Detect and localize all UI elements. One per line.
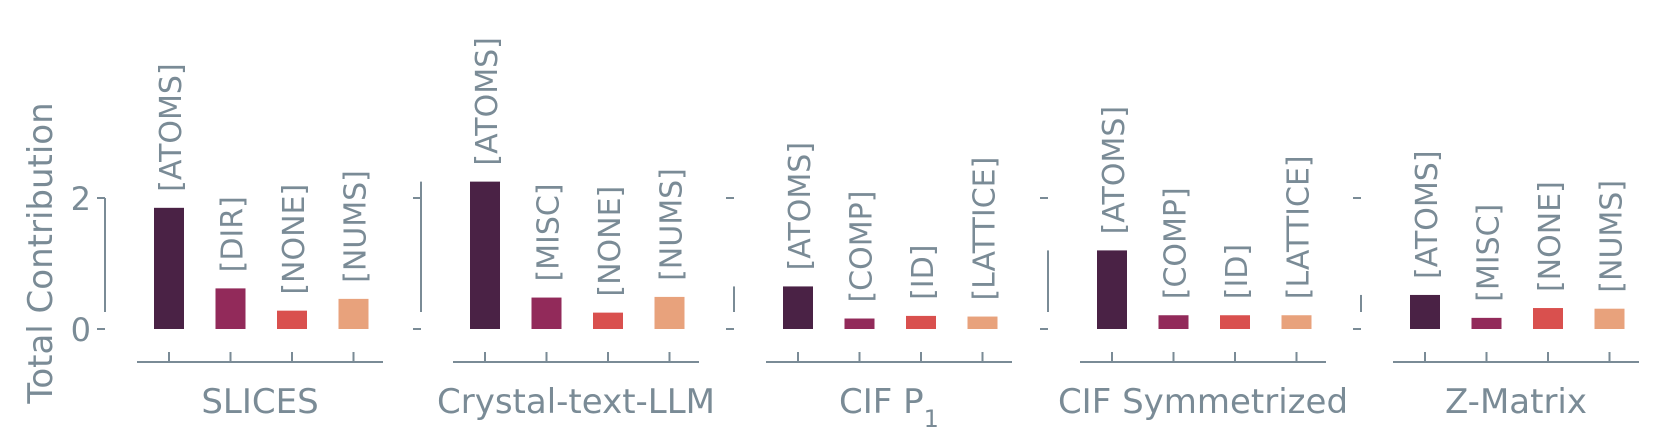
panel-title: CIF Symmetrized (1058, 382, 1348, 422)
bar-label: [NONE] (277, 184, 312, 295)
panel-4: [ATOMS] [MISC] [NONE] [NUMS] Z-Matrix (1353, 150, 1639, 422)
bar (1410, 294, 1440, 329)
bar-label: [NUMS] (1595, 180, 1630, 293)
bar-label: [LATTICE] (1282, 155, 1317, 299)
bar-label: [COMP] (1159, 187, 1194, 299)
panel-title: CIF P1 (839, 382, 939, 433)
bar-label: [ATOMS] (470, 37, 505, 165)
bar-label: [NONE] (1533, 181, 1568, 292)
bar (154, 207, 184, 329)
bar (1281, 315, 1312, 329)
panel-2: [ATOMS] [COMP] [ID] [LATTICE] CIF P1 (726, 142, 1012, 433)
panel-3: [ATOMS] [COMP] [ID] [LATTICE] CIF Symmetrize… (1040, 106, 1348, 422)
panel-title: Z-Matrix (1445, 382, 1587, 422)
bar-label: [MISC] (532, 183, 567, 281)
panel-title: Crystal-text-LLM (437, 382, 715, 422)
bar-label: [NONE] (593, 186, 628, 297)
bar (844, 318, 875, 329)
panel-title: SLICES (201, 382, 318, 422)
bar (654, 296, 685, 329)
bar (470, 181, 500, 329)
bar-label: [ATOMS] (1097, 106, 1132, 234)
bar (531, 297, 562, 329)
panel-0: 0 2 [ATOMS] [DIR] [NONE] [NUMS] SLICES (71, 63, 383, 422)
bar (1594, 308, 1625, 329)
y-axis-label: Total Contribution (21, 102, 61, 404)
bar (277, 310, 307, 329)
bar-label: [DIR] (216, 196, 251, 272)
y-tick-label: 2 (71, 180, 91, 218)
bar-label: [ATOMS] (154, 63, 189, 191)
bar-label: [ATOMS] (1410, 150, 1445, 278)
bar (906, 315, 936, 329)
panel-title-subscript: 1 (924, 405, 939, 433)
bar (1220, 315, 1250, 329)
panel-1: [ATOMS] [MISC] [NONE] [NUMS] Crystal-text-LL… (413, 37, 715, 422)
bar (1158, 315, 1189, 329)
bar (783, 286, 813, 329)
bar (1471, 317, 1502, 329)
bar (1097, 250, 1127, 329)
bar-label: [COMP] (845, 191, 880, 303)
bar-label: [ID] (1220, 244, 1255, 299)
bar (215, 288, 246, 329)
bar (338, 298, 369, 329)
bar-label: [LATTICE] (968, 157, 1003, 301)
bar-label: [NUMS] (655, 168, 690, 281)
bar-label: [NUMS] (339, 170, 374, 283)
bar-label: [ID] (906, 245, 941, 300)
bar (1533, 308, 1563, 329)
bar (593, 312, 623, 329)
y-tick-label: 0 (71, 311, 91, 349)
bar-label: [MISC] (1472, 204, 1507, 302)
bar (967, 316, 998, 329)
bar-label: [ATOMS] (783, 142, 818, 270)
